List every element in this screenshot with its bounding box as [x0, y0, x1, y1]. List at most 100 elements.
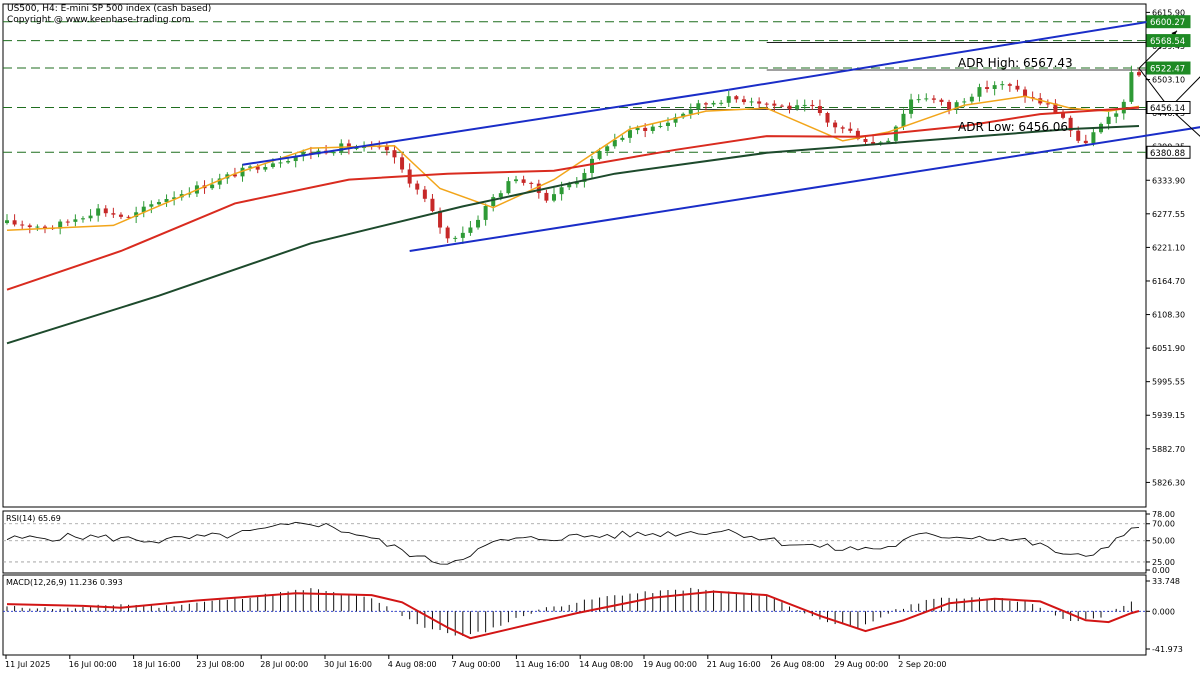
candle-body	[947, 101, 952, 110]
y-tick-label: 6051.90	[1152, 344, 1185, 353]
candle-body	[977, 87, 982, 97]
candle-body	[1083, 140, 1088, 144]
upper-channel-ext-line	[728, 14, 1185, 91]
symbol-title: US500, H4: E-mini SP 500 index (cash bas…	[7, 4, 212, 14]
candle-body	[1053, 103, 1058, 113]
price-label-text: 6568.54	[1150, 37, 1185, 47]
candle-body	[27, 225, 32, 228]
x-tick-label: 21 Aug 16:00	[707, 660, 761, 669]
macd-tick-label: 0.000	[1152, 607, 1175, 616]
price-label-text: 6456.14	[1150, 104, 1185, 114]
candle-body	[1137, 72, 1141, 76]
candle-body	[734, 96, 739, 100]
candle-body	[795, 105, 800, 109]
lower-channel-line	[409, 126, 1200, 253]
candle-body	[141, 206, 146, 213]
macd-signal-line	[6, 590, 1140, 640]
candle-body	[1015, 85, 1020, 90]
candle-body	[992, 85, 997, 89]
arrow-head	[1171, 30, 1177, 37]
candle-body	[817, 106, 822, 114]
candle-body	[703, 103, 708, 105]
y-tick-label: 5882.70	[1152, 445, 1185, 454]
price-label-box	[1146, 61, 1191, 75]
candle-body	[88, 215, 93, 219]
copyright-text: Copyright @ www.keenbase-trading.com	[7, 15, 191, 25]
x-tick-label: 19 Aug 00:00	[643, 660, 697, 669]
candle-body	[612, 139, 617, 147]
candle-body	[240, 167, 245, 177]
candle-body	[476, 219, 481, 228]
upper-channel-line	[242, 88, 729, 166]
candle-body	[757, 101, 762, 104]
rsi-line	[6, 521, 1140, 565]
candle-body	[430, 198, 435, 211]
candle-body	[80, 218, 85, 220]
price-label-box	[1146, 145, 1191, 159]
candle-body	[1068, 117, 1073, 131]
ma-mid-line	[6, 106, 1140, 291]
candle-body	[217, 178, 222, 185]
ma-slow-line	[6, 125, 1140, 345]
candle-body	[901, 113, 906, 127]
candle-body	[529, 182, 534, 184]
candle-body	[711, 102, 716, 105]
macd-pane-frame	[2, 574, 1147, 656]
candle-body	[445, 227, 450, 239]
candle-body	[559, 187, 564, 195]
candle-body	[863, 139, 868, 143]
candle-body	[810, 104, 815, 107]
candle-body	[293, 156, 298, 162]
candle-body	[574, 181, 579, 185]
candle-body	[969, 96, 974, 102]
price-label-box	[1146, 100, 1191, 114]
candle-body	[985, 87, 990, 89]
candle-body	[438, 210, 443, 228]
candle-body	[825, 113, 830, 123]
candle-body	[498, 193, 503, 198]
rsi-tick-label: 70.00	[1152, 520, 1175, 529]
macd-title: MACD(12,26,9) 11.236 0.393	[6, 578, 123, 587]
candle-body	[673, 117, 678, 123]
rsi-tick-label: 25.00	[1152, 558, 1175, 567]
candle-body	[111, 213, 116, 215]
candle-body	[597, 151, 602, 159]
x-tick-label: 7 Aug 00:00	[452, 660, 501, 669]
candle-body	[749, 101, 754, 103]
candle-body	[1061, 112, 1066, 118]
candle-body	[270, 163, 275, 168]
candle-body	[627, 130, 632, 138]
candle-body	[536, 183, 541, 193]
candle-body	[787, 105, 792, 109]
candle-body	[468, 227, 473, 233]
candle-body	[42, 226, 47, 229]
candle-body	[134, 212, 139, 217]
candle-body	[924, 98, 929, 100]
candle-body	[1045, 103, 1050, 105]
ma-fast-line	[6, 95, 1140, 231]
candle-body	[263, 167, 268, 170]
rsi-tick-label: 50.00	[1152, 537, 1175, 546]
candle-body	[384, 146, 389, 151]
candle-body	[5, 220, 9, 224]
candle-body	[118, 214, 123, 217]
candle-body	[103, 208, 108, 214]
adr-high-label: ADR High: 6567.43	[958, 56, 1073, 70]
price-label-text: 6380.88	[1150, 149, 1185, 159]
y-tick-label: 5939.15	[1152, 411, 1185, 420]
candle-body	[833, 122, 838, 128]
y-tick-label: 6108.30	[1152, 311, 1185, 320]
candle-body	[650, 126, 655, 132]
candle-body	[65, 221, 70, 223]
candle-body	[126, 216, 131, 218]
candle-body	[779, 105, 784, 107]
candle-body	[460, 232, 465, 238]
y-tick-label: 6503.10	[1152, 76, 1185, 85]
candle-body	[149, 204, 154, 207]
candle-body	[96, 208, 101, 216]
candle-body	[643, 127, 648, 132]
candle-body	[73, 219, 78, 222]
candle-body	[605, 146, 610, 152]
candle-body	[1007, 84, 1012, 86]
